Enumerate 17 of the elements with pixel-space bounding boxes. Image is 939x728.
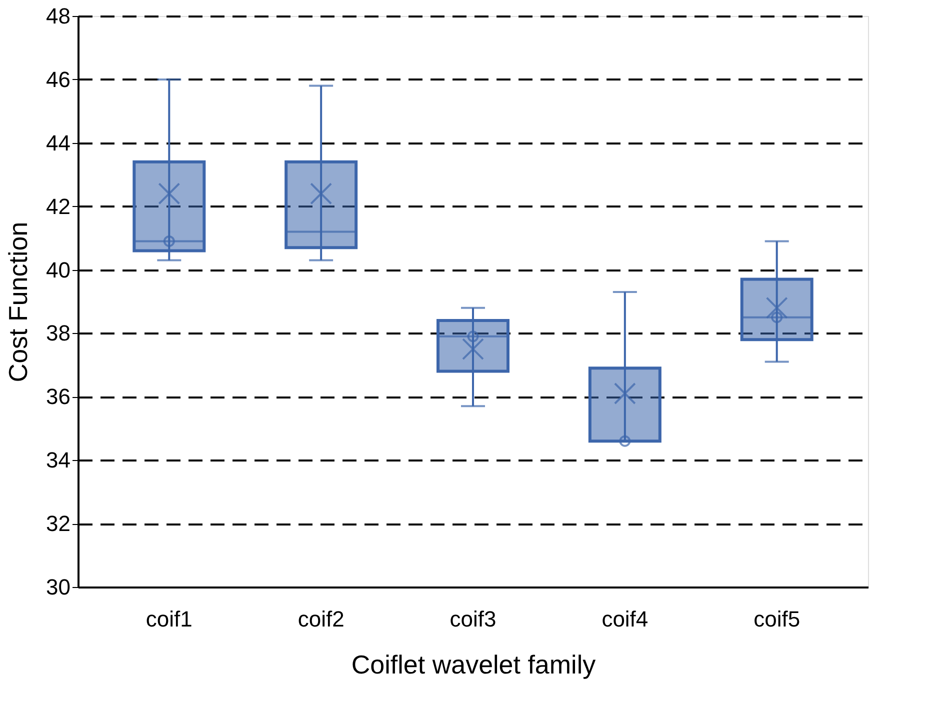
- x-tick-label: coif2: [298, 606, 344, 632]
- y-tick-label: 30: [46, 574, 70, 600]
- x-tick-label: coif1: [146, 606, 192, 632]
- y-tick-label: 34: [46, 448, 70, 473]
- y-tick-label: 38: [46, 320, 70, 346]
- y-tick-label: 36: [46, 384, 70, 410]
- y-tick-label: 46: [46, 66, 70, 92]
- x-tick-label: coif3: [450, 606, 496, 632]
- x-tick-label: coif4: [602, 606, 648, 632]
- y-tick-label: 40: [46, 257, 70, 282]
- x-axis-title: Coiflet wavelet family: [351, 650, 596, 680]
- y-tick-label: 42: [46, 194, 70, 219]
- y-axis-title: Cost Function: [3, 222, 34, 382]
- y-tick-label: 32: [46, 511, 70, 536]
- y-tick-label: 48: [46, 4, 70, 28]
- y-tick-label: 44: [46, 130, 70, 156]
- x-tick-label: coif5: [754, 606, 800, 632]
